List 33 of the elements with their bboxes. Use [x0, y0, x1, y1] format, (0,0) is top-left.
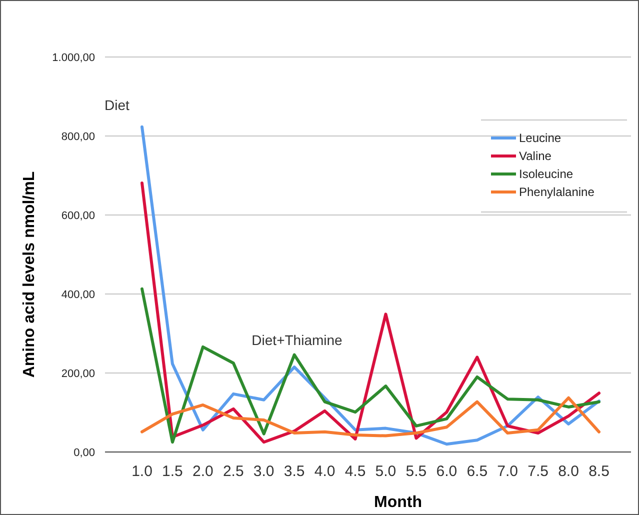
line-series [140, 396, 600, 438]
y-tick-label: 400,00 [61, 288, 95, 301]
legend-label: Phenylalanine [519, 185, 595, 200]
x-tick-label: 7.0 [497, 463, 518, 480]
legend-label: Isoleucine [519, 167, 574, 182]
x-tick-label: 1.5 [162, 463, 183, 480]
x-tick-label: 4.0 [314, 463, 336, 480]
x-tick-label: 5.0 [375, 463, 396, 480]
x-tick-label: 2.5 [222, 463, 244, 480]
x-tick-label: 1.0 [132, 463, 152, 480]
x-axis-title: Month [374, 494, 422, 511]
legend-label: Valine [519, 149, 552, 164]
y-tick-label: 200,00 [61, 368, 95, 380]
y-tick-label: 600,00 [61, 210, 95, 222]
y-tick-label: 800,00 [61, 130, 95, 143]
x-tick-label: 7.5 [528, 463, 548, 480]
y-tick-label: 1.000,00 [52, 52, 95, 64]
line-series [140, 287, 600, 444]
y-axis-title: Amino acid levels nmol/mL [21, 171, 38, 378]
x-tick-label: 3.0 [253, 463, 274, 480]
x-tick-label: 4.5 [344, 463, 366, 480]
y-tick-label: 0,00 [74, 446, 95, 459]
x-tick-label: 6.0 [436, 463, 458, 480]
legend-label: Leucine [519, 131, 562, 146]
x-tick-label: 8.0 [558, 463, 579, 480]
annotation: Diet+Thiamine [252, 332, 343, 348]
x-tick-label: 8.5 [588, 463, 610, 480]
x-tick-label: 2.0 [192, 463, 214, 480]
x-tick-label: 5.5 [406, 463, 427, 480]
line-series [140, 182, 600, 444]
x-tick-label: 6.5 [466, 463, 488, 480]
x-tick-label: 3.5 [284, 463, 305, 480]
annotation: Diet [104, 97, 130, 113]
